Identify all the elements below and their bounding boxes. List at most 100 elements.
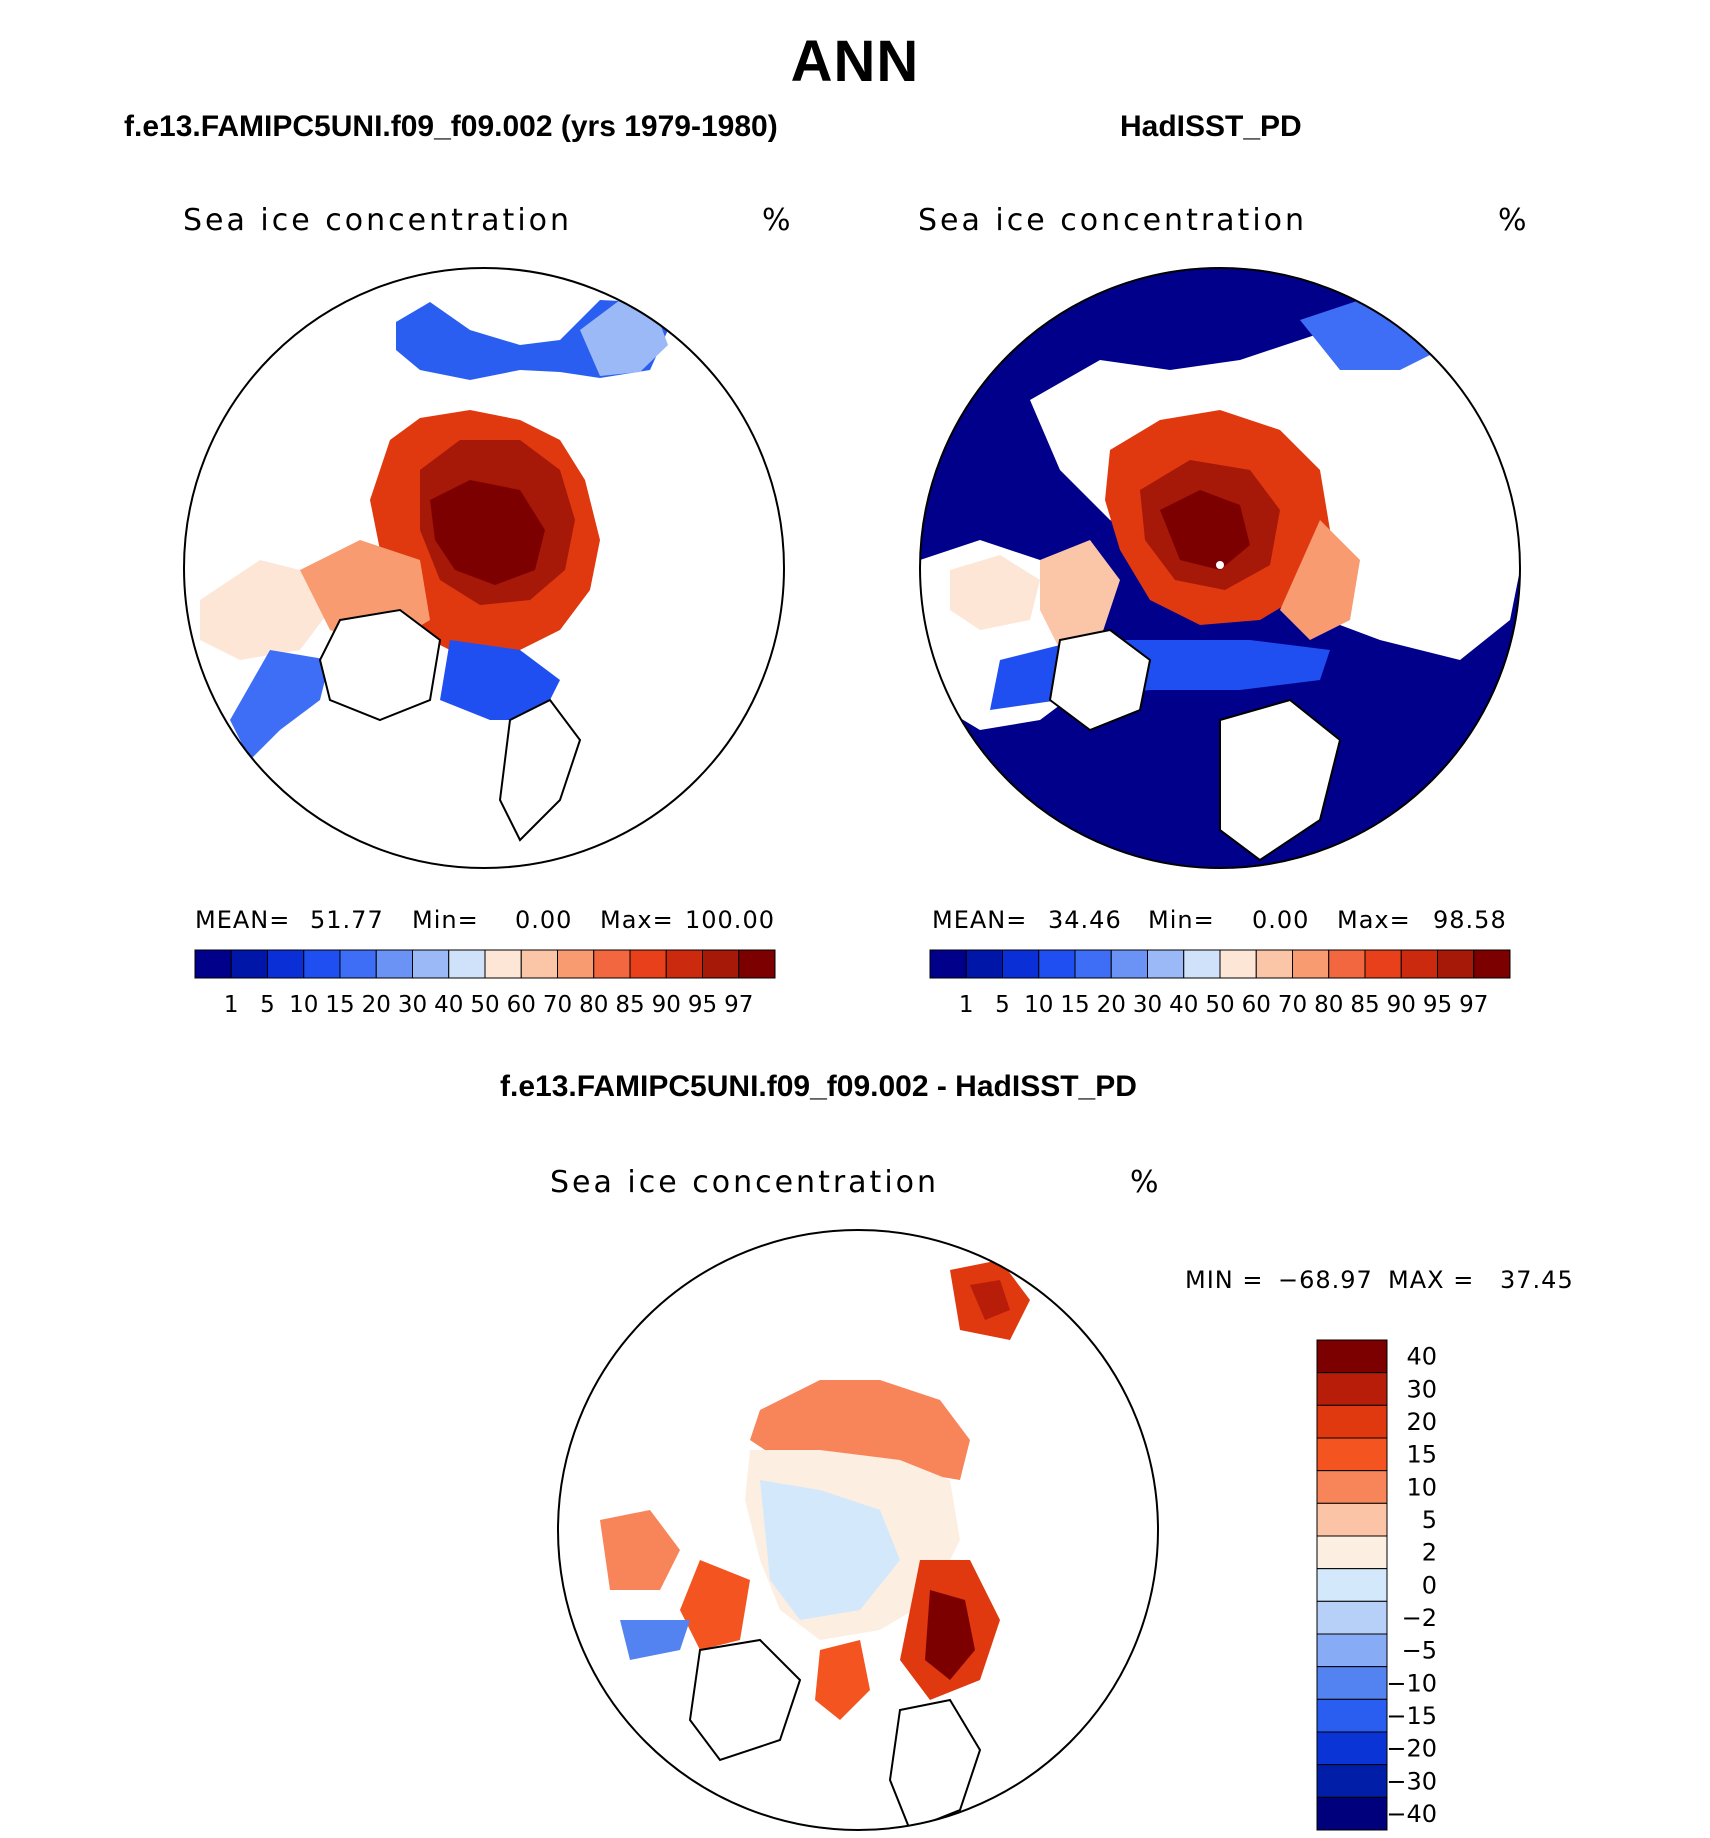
model-colorbar-swatch	[738, 949, 776, 979]
obs-colorbar-tick-label: 70	[1278, 992, 1307, 1018]
model-colorbar-tick-label: 15	[325, 992, 354, 1018]
obs-colorbar-tick-label: 85	[1350, 992, 1379, 1018]
diff-colorbar-swatch	[1316, 1339, 1388, 1374]
model-colorbar-swatch	[557, 949, 595, 979]
diff-map	[600, 1260, 1030, 1830]
model-min-label: Min=	[412, 906, 479, 934]
model-colorbar-tick-label: 85	[615, 992, 644, 1018]
model-colorbar-swatch	[303, 949, 341, 979]
model-scandinavia	[498, 698, 582, 842]
diff-max-value: 37.45	[1500, 1266, 1574, 1294]
model-colorbar-swatch	[194, 949, 232, 979]
model-colorbar-tick-label: 95	[688, 992, 717, 1018]
obs-colorbar-swatch	[1038, 949, 1076, 979]
obs-colorbar-tick-label: 20	[1097, 992, 1126, 1018]
obs-colorbar-tick-label: 90	[1387, 992, 1416, 1018]
diff-hudson-warm	[600, 1510, 680, 1590]
model-colorbar-swatch	[520, 949, 558, 979]
diff-min-value: −68.97	[1278, 1266, 1373, 1294]
model-colorbar-swatch	[629, 949, 667, 979]
obs-colorbar-tick-label: 10	[1024, 992, 1053, 1018]
obs-greenland	[1048, 628, 1152, 732]
diff-colorbar-swatch	[1316, 1372, 1388, 1406]
diff-colorbar-tick-label: 10	[1406, 1473, 1437, 1501]
obs-colorbar-tick-label: 40	[1169, 992, 1198, 1018]
diff-map-boundary	[557, 1229, 1159, 1831]
model-colorbar-swatch	[448, 949, 486, 979]
obs-colorbar-swatch	[1002, 949, 1040, 979]
model-colorbar-swatch	[230, 949, 268, 979]
model-colorbar-tick-label: 5	[260, 992, 275, 1018]
model-colorbar-tick-label: 80	[579, 992, 608, 1018]
diff-colorbar-swatch	[1316, 1404, 1388, 1439]
model-map-boundary	[183, 267, 785, 869]
obs-colorbar-swatch	[1400, 949, 1438, 979]
obs-mean-value: 34.46	[1048, 906, 1122, 934]
obs-colorbar-tick-label: 95	[1423, 992, 1452, 1018]
diff-colorbar-swatch	[1316, 1698, 1388, 1733]
obs-map-boundary	[919, 267, 1521, 869]
model-greenland-sea-ice	[440, 640, 560, 720]
diff-colorbar-swatch	[1316, 1796, 1388, 1831]
model-colorbar-swatch	[412, 949, 450, 979]
diff-colorbar-swatch	[1316, 1666, 1388, 1700]
obs-colorbar-swatch	[965, 949, 1003, 979]
model-colorbar-swatch	[593, 949, 631, 979]
diff-okhotsk-hot	[970, 1280, 1010, 1320]
obs-colorbar: 1 5 10 15 20 30 40 50 60 70 80 85 90 95 97	[929, 949, 1511, 1018]
obs-panel-header: HadISST_PD	[1120, 110, 1302, 143]
model-map	[200, 300, 668, 842]
model-mean-value: 51.77	[310, 906, 384, 934]
obs-colorbar-tick-label: 15	[1060, 992, 1089, 1018]
diff-max-label: MAX =	[1388, 1266, 1475, 1294]
diff-scandinavia	[888, 1698, 982, 1830]
model-colorbar-tick-label: 90	[652, 992, 681, 1018]
model-colorbar-swatch	[484, 949, 522, 979]
obs-max-value: 98.58	[1433, 906, 1507, 934]
obs-min-value: 0.00	[1252, 906, 1310, 934]
model-colorbar-swatch	[665, 949, 703, 979]
model-mean-label: MEAN=	[195, 906, 291, 934]
diff-barents-hot	[925, 1590, 975, 1680]
model-colorbar-swatch	[702, 949, 740, 979]
diff-unit: %	[1130, 1165, 1159, 1200]
obs-colorbar-swatch	[1437, 949, 1475, 979]
diff-colorbar-swatch	[1316, 1437, 1388, 1472]
model-colorbar-tick-label: 40	[434, 992, 463, 1018]
diff-colorbar-swatch	[1316, 1502, 1388, 1537]
obs-colorbar-swatch	[1110, 949, 1148, 979]
diff-colorbar-tick-label: 40	[1406, 1343, 1437, 1371]
diff-colorbar-tick-label: 0	[1422, 1571, 1437, 1599]
model-max-value: 100.00	[685, 906, 775, 934]
obs-barents-ice	[1280, 520, 1360, 640]
diff-colorbar-swatch	[1316, 1764, 1388, 1798]
model-colorbar-tick-label: 60	[507, 992, 536, 1018]
diff-colorbar-tick-label: 2	[1422, 1539, 1437, 1567]
diff-panel-header: f.e13.FAMIPC5UNI.f09_f09.002 - HadISST_P…	[500, 1070, 1137, 1103]
diff-colorbar-swatch	[1316, 1600, 1388, 1635]
diff-greenland-sea-warm	[815, 1640, 870, 1720]
model-unit: %	[762, 203, 791, 238]
diff-colorbar-swatch	[1316, 1633, 1388, 1668]
model-labrador-ice	[230, 650, 330, 760]
obs-colorbar-tick-label: 80	[1314, 992, 1343, 1018]
diff-min-label: MIN =	[1185, 1266, 1264, 1294]
model-greenland	[318, 608, 442, 722]
model-max-label: Max=	[600, 906, 674, 934]
model-min-value: 0.00	[515, 906, 573, 934]
diff-colorbar-tick-label: 20	[1406, 1408, 1437, 1436]
diff-colorbar-tick-label: −20	[1386, 1735, 1437, 1763]
diff-colorbar-tick-label: 15	[1406, 1441, 1437, 1469]
obs-colorbar-tick-label: 30	[1133, 992, 1162, 1018]
obs-field-label: Sea ice concentration	[918, 203, 1308, 238]
obs-colorbar-tick-label: 1	[959, 992, 974, 1018]
model-arctic-center	[430, 480, 545, 585]
model-colorbar-tick-label: 97	[724, 992, 753, 1018]
diff-arctic-basin-cool	[760, 1480, 900, 1620]
obs-colorbar-swatch	[1473, 949, 1511, 979]
diff-baffin-warm	[680, 1560, 750, 1650]
obs-colorbar-swatch	[1292, 949, 1330, 979]
model-colorbar-tick-label: 10	[289, 992, 318, 1018]
obs-colorbar-swatch	[1147, 949, 1185, 979]
